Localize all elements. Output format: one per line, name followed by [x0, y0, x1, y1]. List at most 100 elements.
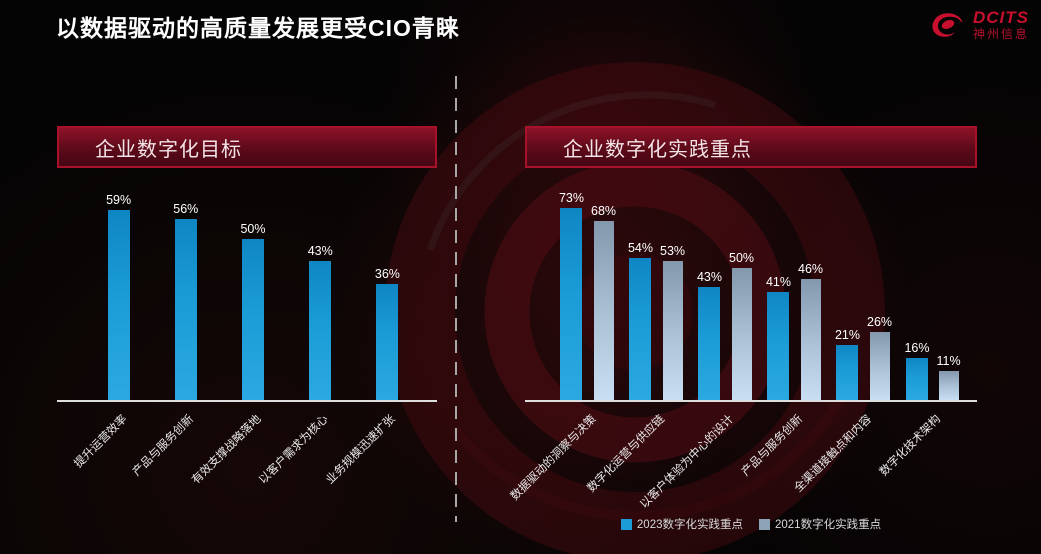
logo-text: DCITS 神州信息: [973, 8, 1029, 41]
bar: [731, 268, 752, 400]
bar: [560, 208, 583, 400]
bar-group: 43% 50%: [691, 251, 760, 400]
bar-group: 59%: [85, 193, 152, 400]
bar-value-label: 50%: [240, 222, 266, 236]
bar: [905, 358, 928, 400]
x-label-anchor: 数字化技术架构: [878, 402, 967, 514]
legend-label: 2023数字化实践重点: [636, 519, 743, 531]
legend-swatch: [759, 518, 770, 530]
bar-group: 73% 68%: [553, 191, 622, 400]
bar-value-label: 16%: [904, 341, 930, 355]
bar-value-label: 56%: [173, 202, 199, 216]
bar-column: 26%: [867, 315, 892, 400]
bar-group: 50%: [219, 222, 286, 400]
bar: [376, 284, 399, 400]
bar-value-label: 68%: [591, 204, 617, 218]
logo-company-name: 神州信息: [972, 26, 1029, 41]
bar: [174, 219, 197, 400]
bar-column: 43%: [697, 270, 722, 400]
bar-value-label: 43%: [307, 244, 333, 258]
bar-column: 21%: [835, 328, 860, 400]
bar-column: 50%: [729, 251, 754, 400]
bar-group: 16% 11%: [898, 341, 967, 400]
bar-column: 36%: [375, 267, 400, 400]
bar-group: 56%: [152, 202, 219, 400]
logo-swirl-icon: [932, 12, 962, 37]
bar-value-label: 11%: [936, 354, 961, 368]
bar-pair: 41% 46%: [766, 262, 823, 400]
bar-group: 41% 46%: [760, 262, 829, 400]
bar-pair: 21% 26%: [835, 315, 892, 400]
bar-group: 21% 26%: [829, 315, 898, 400]
bar-value-label: 36%: [374, 267, 400, 281]
bar-column: 43%: [308, 244, 333, 400]
bar-value-label: 43%: [696, 270, 722, 284]
bar-value-label: 59%: [106, 193, 132, 207]
bar: [869, 332, 890, 400]
page-title: 以数据驱动的高质量发展更受CIO青睐: [56, 15, 460, 41]
legend-swatch: [620, 518, 632, 530]
bar: [309, 261, 332, 400]
plot-area-goals: 59% 56% 50% 43% 36%: [57, 168, 437, 402]
bar: [767, 292, 790, 400]
bar: [800, 279, 821, 400]
x-axis-label: 提升运营效率: [71, 413, 130, 471]
bar-pair: 73% 68%: [559, 191, 616, 400]
panel-header-goals: 企业数字化目标: [57, 126, 437, 168]
bar: [836, 345, 859, 400]
bar-pair: 59%: [106, 193, 131, 400]
bar-group: 36%: [354, 267, 421, 400]
bar-pair: 56%: [173, 202, 198, 400]
panel-digital-goals: 企业数字化目标 59% 56% 50% 43% 36% 提升运营效率 产品与服务创新 有效支…: [57, 126, 437, 514]
bar-column: 11%: [936, 354, 961, 400]
bar: [593, 221, 614, 400]
bar-column: 54%: [628, 241, 653, 400]
bar-column: 59%: [106, 193, 131, 400]
dashed-divider: [455, 76, 457, 522]
bar-column: 50%: [240, 222, 266, 400]
bar-column: 68%: [591, 204, 616, 400]
bar-group: 54% 53%: [622, 241, 691, 400]
bar-column: 56%: [173, 202, 198, 400]
legend-label: 2021数字化实践重点: [775, 519, 882, 531]
bar-pair: 43%: [308, 244, 333, 400]
legend-item: 2023数字化实践重点: [620, 516, 743, 532]
x-label-anchor: 业务规模迅速扩张: [324, 402, 421, 514]
bar: [938, 371, 959, 400]
bar-value-label: 41%: [765, 275, 791, 289]
bar-value-label: 50%: [729, 251, 755, 265]
bar-column: 41%: [766, 275, 791, 400]
bar-pair: 50%: [240, 222, 266, 400]
x-axis-labels-goals: 提升运营效率 产品与服务创新 有效支撑战略落地 以客户需求为核心 业务规模迅速扩张: [57, 402, 437, 514]
bar-pair: 16% 11%: [904, 341, 961, 400]
bar-column: 46%: [798, 262, 823, 400]
chart-legend: 2023数字化实践重点 2021数字化实践重点: [525, 516, 977, 532]
bar-pair: 54% 53%: [628, 241, 685, 400]
bar-pair: 36%: [375, 267, 400, 400]
bar: [107, 210, 130, 400]
chart-digital-goals: 59% 56% 50% 43% 36% 提升运营效率 产品与服务创新 有效支撑战略落地 以客户…: [57, 168, 437, 514]
bar-value-label: 26%: [867, 315, 893, 329]
chart-practice-focus: 73% 68% 54% 53% 43% 50% 41% 46% 21% 26% 16% 11% 数据驱…: [508, 168, 977, 514]
bar-value-label: 46%: [798, 262, 824, 276]
bar: [629, 258, 652, 400]
bar-value-label: 21%: [834, 328, 860, 342]
panel-header-practice: 企业数字化实践重点: [525, 126, 977, 168]
bar-column: 53%: [660, 244, 685, 400]
bar-value-label: 53%: [660, 244, 686, 258]
bar-value-label: 73%: [558, 191, 584, 205]
x-axis-labels-practice: 数据驱动的洞察与决策 数字化运营与供应链 以客户体验为中心的设计 产品与服务创新 全渠道…: [508, 402, 977, 514]
bar-group: 43%: [287, 244, 354, 400]
bar-column: 16%: [904, 341, 929, 400]
dcits-logo: DCITS 神州信息: [928, 8, 1029, 41]
bar: [698, 287, 721, 400]
panel-header-practice-label: 企业数字化实践重点: [563, 138, 752, 161]
bar-column: 73%: [559, 191, 584, 400]
bar-pair: 43% 50%: [697, 251, 754, 400]
panel-header-goals-label: 企业数字化目标: [95, 138, 242, 161]
bar: [662, 261, 683, 400]
logo-brand-name: DCITS: [972, 8, 1029, 27]
bar: [242, 239, 264, 400]
